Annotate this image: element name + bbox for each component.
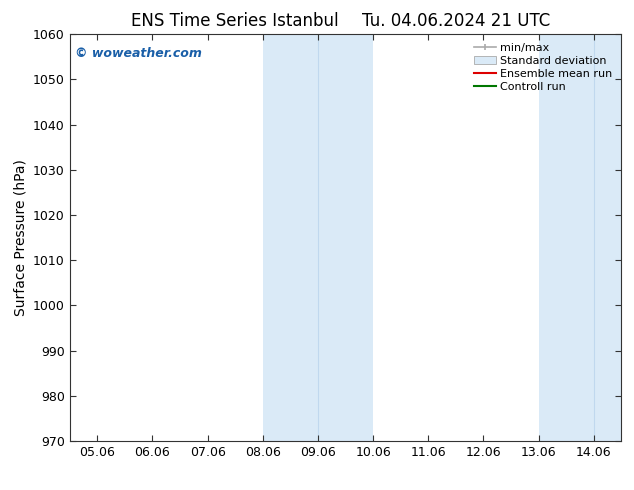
Legend: min/max, Standard deviation, Ensemble mean run, Controll run: min/max, Standard deviation, Ensemble me… xyxy=(470,40,616,95)
Bar xyxy=(262,34,373,441)
Bar xyxy=(538,34,621,441)
Y-axis label: Surface Pressure (hPa): Surface Pressure (hPa) xyxy=(13,159,27,316)
Text: © woweather.com: © woweather.com xyxy=(75,47,202,59)
Text: Tu. 04.06.2024 21 UTC: Tu. 04.06.2024 21 UTC xyxy=(363,12,550,30)
Text: ENS Time Series Istanbul: ENS Time Series Istanbul xyxy=(131,12,339,30)
